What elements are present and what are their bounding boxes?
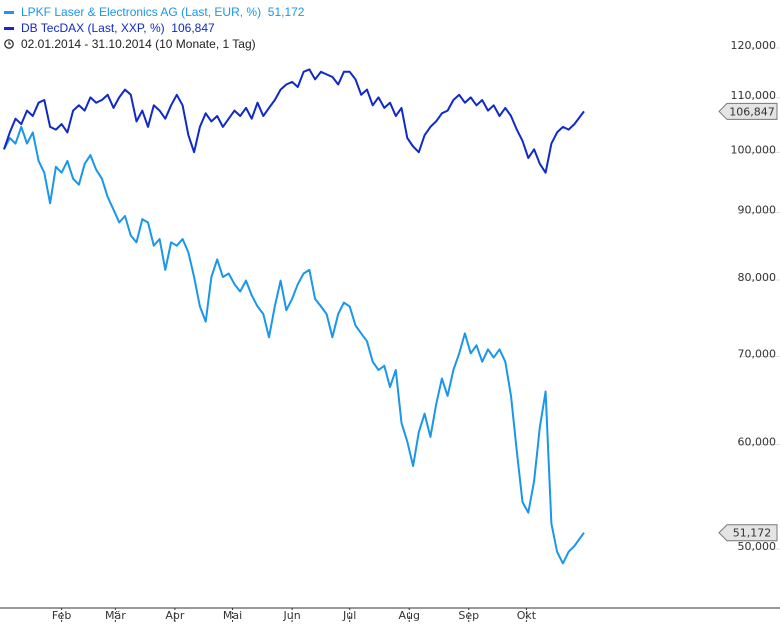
last-value-badge-lpkf: 51,172 — [718, 524, 778, 542]
legend-period: 02.01.2014 - 31.10.2014 (10 Monate, 1 Ta… — [4, 36, 304, 52]
legend-label-tecdax: DB TecDAX (Last, XXP, %) — [21, 21, 165, 35]
legend-value-tecdax: 106,847 — [171, 21, 215, 35]
legend-item-lpkf[interactable]: LPKF Laser & Electronics AG (Last, EUR, … — [4, 4, 304, 20]
x-tick-label: Okt — [517, 609, 537, 622]
y-tick-label: 70,000 — [738, 347, 777, 360]
legend-period-text: 02.01.2014 - 31.10.2014 (10 Monate, 1 Ta… — [21, 37, 256, 51]
badge-shape — [718, 524, 778, 542]
x-tick-label: Apr — [165, 609, 185, 622]
x-tick-label: Jun — [282, 609, 300, 622]
y-tick-label: 50,000 — [738, 540, 777, 553]
last-value-badge-tecdax: 106,847 — [718, 102, 778, 120]
badge-label: 51,172 — [733, 527, 772, 540]
chart-series — [3, 68, 585, 565]
legend-swatch-tecdax — [4, 26, 14, 30]
legend-value-lpkf: 51,172 — [267, 5, 305, 19]
legend-swatch-lpkf — [4, 10, 14, 14]
x-tick-label: Feb — [52, 609, 71, 622]
y-tick-label: 80,000 — [738, 271, 777, 284]
y-tick-label: 100,000 — [731, 143, 777, 156]
x-tick-label: Aug — [398, 609, 419, 622]
x-axis: Feb Mär Apr Mai Jun Jul Aug Sep Okt — [0, 607, 780, 624]
badge-label: 106,847 — [729, 105, 775, 118]
x-tick-label: Mai — [223, 609, 242, 622]
badge-shape — [718, 102, 778, 120]
series-line-tecdax[interactable] — [3, 68, 585, 174]
last-value-badges: 51,172 106,847 — [718, 102, 778, 542]
x-tick-label: Sep — [458, 609, 479, 622]
legend-item-tecdax[interactable]: DB TecDAX (Last, XXP, %) 106,847 — [4, 20, 304, 36]
y-axis: 50,000 60,000 70,000 80,000 90,000 100,000 110… — [731, 39, 780, 553]
y-tick-label: 110,000 — [731, 89, 777, 102]
clock-icon — [4, 39, 14, 49]
y-tick-label: 60,000 — [738, 436, 777, 449]
x-tick-label: Jul — [342, 609, 356, 622]
legend-label-lpkf: LPKF Laser & Electronics AG (Last, EUR, … — [21, 5, 262, 19]
y-tick-label: 120,000 — [731, 39, 777, 52]
x-tick-label: Mär — [105, 609, 126, 622]
series-line-lpkf[interactable] — [3, 125, 585, 565]
y-tick-label: 90,000 — [738, 204, 777, 217]
chart-legend: LPKF Laser & Electronics AG (Last, EUR, … — [4, 4, 304, 52]
